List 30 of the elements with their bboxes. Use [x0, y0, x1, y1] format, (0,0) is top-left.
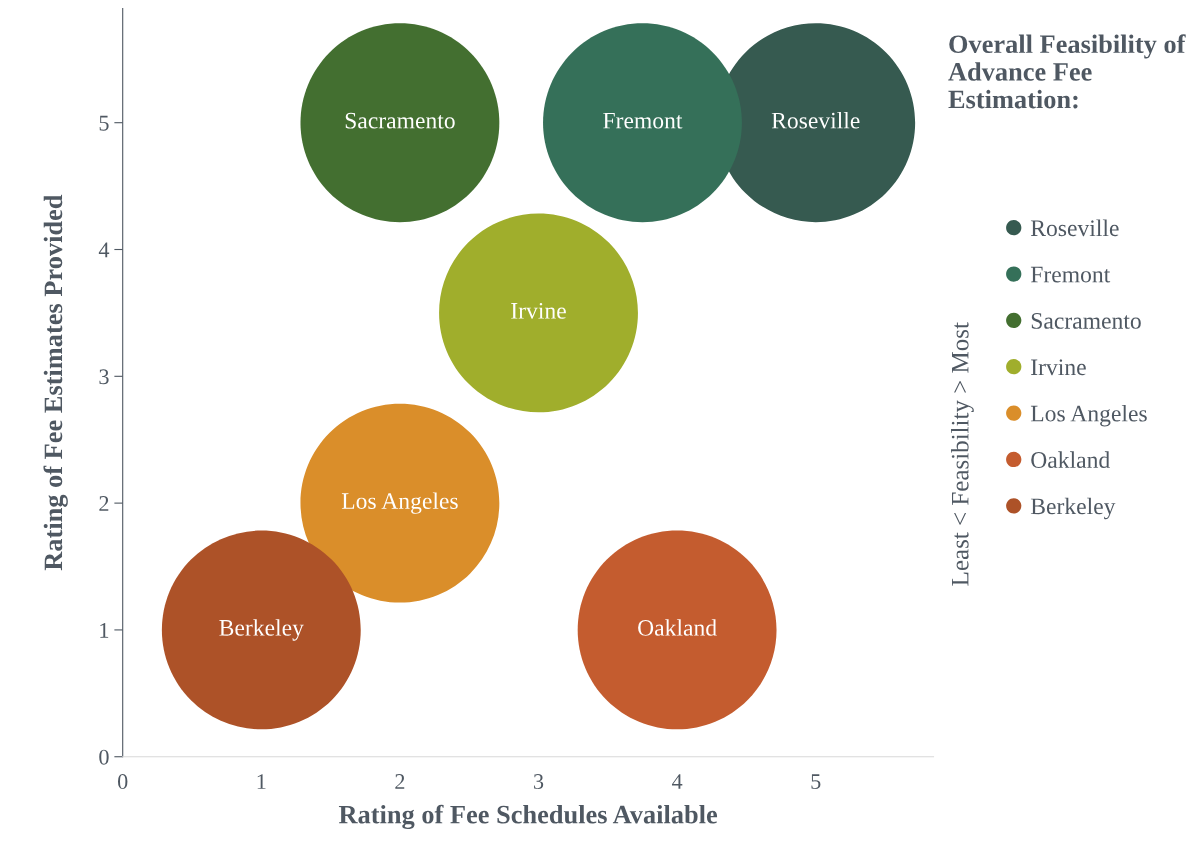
text: Least < Feasibility > Most — [951, 322, 974, 586]
x-axis-title: Rating of Fee Schedules Available — [338, 804, 718, 830]
x-tick-label: 0 — [118, 774, 128, 790]
text: Roseville — [771, 111, 860, 129]
y-tick-label: 3 — [99, 369, 109, 385]
y-tick-label: 2 — [99, 496, 109, 511]
legend-label: Los Angeles — [1030, 404, 1147, 427]
x-tick-label: 2 — [395, 774, 405, 789]
legend-label: Fremont — [1030, 266, 1111, 283]
legend-title: Overall Feasibility of Advance Fee Estimation: — [948, 34, 1186, 109]
text: Fremont — [603, 112, 683, 129]
x-tick-label: 1 — [257, 774, 266, 789]
text: Berkeley — [219, 619, 304, 641]
legend-label: Oakland — [1031, 451, 1110, 468]
legend-label: Sacramento — [1031, 313, 1141, 329]
y-tick-label: 5 — [99, 115, 109, 131]
text: Sacramento — [345, 112, 455, 129]
y-tick-label: 1 — [100, 622, 109, 638]
legend-label: Roseville — [1030, 219, 1119, 237]
legend-label: Irvine — [1031, 359, 1086, 376]
text: Irvine — [511, 302, 566, 319]
y-axis-title: Rating of Fee Estimates Provided — [43, 194, 68, 571]
x-tick-label: 4 — [671, 774, 683, 789]
legend-label: Berkeley — [1030, 497, 1116, 520]
x-tick-label: 5 — [811, 774, 821, 790]
y-tick-label: 4 — [98, 242, 110, 258]
x-tick-label: 3 — [534, 774, 544, 790]
y-tick-label: 0 — [99, 749, 109, 765]
text: Los Angeles — [341, 492, 458, 514]
text: Oakland — [638, 619, 717, 636]
